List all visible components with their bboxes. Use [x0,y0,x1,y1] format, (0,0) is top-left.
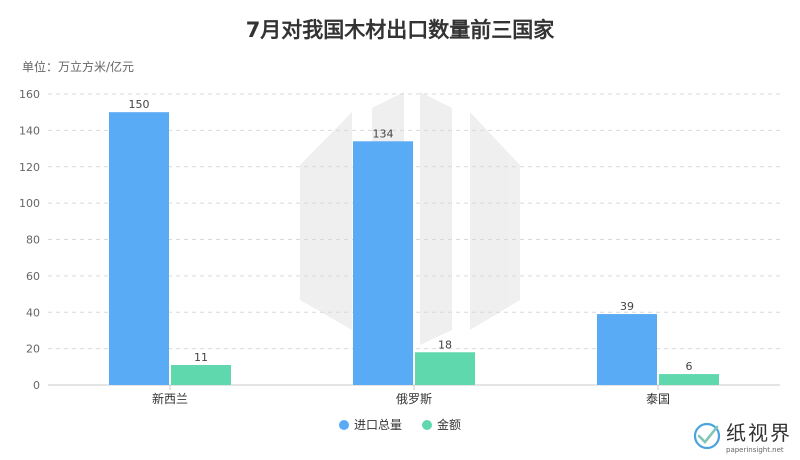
x-tick-label: 泰国 [646,392,670,406]
brand-name: 纸视界 [726,421,792,445]
y-tick-label: 160 [19,88,40,101]
chart-title: 7月对我国木材出口数量前三国家 [245,18,555,42]
bar [171,364,231,385]
legend-item[interactable]: 金额 [422,416,461,433]
legend-label: 进口总量 [353,418,402,432]
bar [597,314,657,385]
legend-item[interactable]: 进口总量 [338,416,402,433]
data-label: 134 [373,127,394,140]
data-label: 150 [129,98,150,111]
y-tick-label: 60 [26,270,40,283]
brand-mark-icon [693,422,721,449]
bar [659,374,719,385]
legend: 进口总量 金额 [0,416,800,433]
y-tick-label: 80 [26,234,40,247]
bar [415,352,475,385]
data-label: 6 [686,360,693,373]
legend-swatch-icon [422,419,432,430]
data-label: 39 [620,300,634,313]
bar [109,112,169,385]
x-tick-label: 新西兰 [152,391,188,406]
legend-label: 金额 [437,418,462,432]
x-tick-label: 俄罗斯 [396,392,432,406]
data-label: 18 [438,338,452,351]
y-tick-label: 40 [26,306,40,319]
unit-label: 单位：万立方米/亿元 [22,60,135,74]
brand-logo: 纸视界 paperinsight.net [692,417,792,454]
y-tick-label: 120 [19,161,40,174]
y-tick-label: 140 [19,124,40,137]
legend-swatch-icon [338,419,349,430]
data-label: 11 [194,351,208,364]
y-tick-label: 20 [26,343,40,356]
bar [353,141,413,385]
y-tick-label: 0 [33,379,40,392]
y-tick-label: 100 [19,197,40,210]
brand-url: paperinsight.net [726,446,784,454]
